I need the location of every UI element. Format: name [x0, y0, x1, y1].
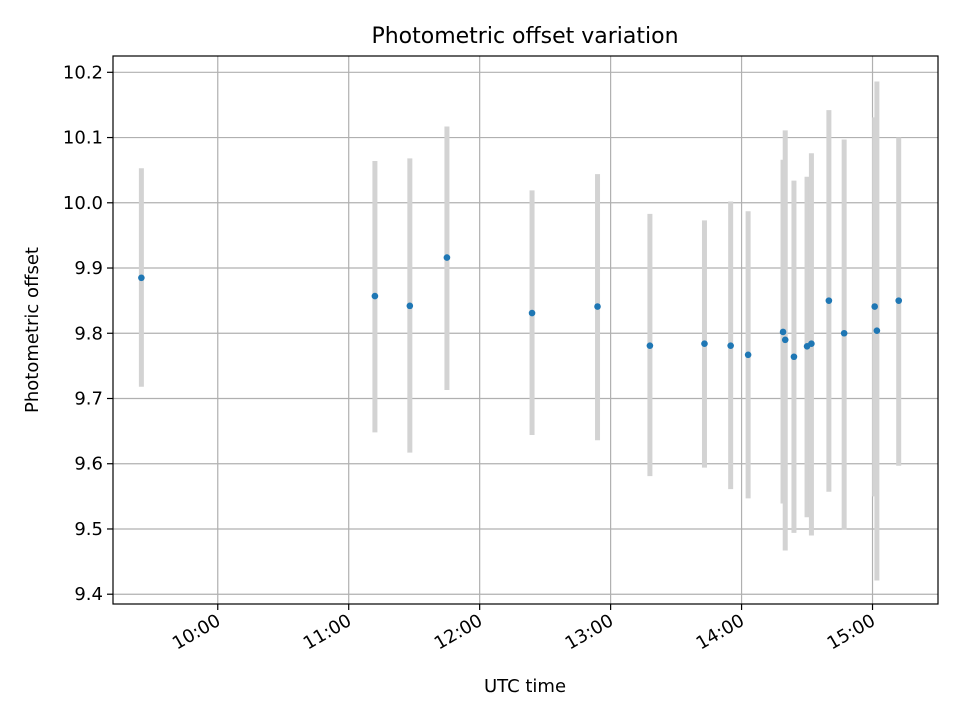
y-tick-label: 9.4 — [74, 584, 103, 605]
y-tick-labels: 9.4 9.5 9.6 9.7 9.8 9.9 10.0 10.1 10.2 — [63, 62, 103, 605]
data-point — [727, 342, 734, 349]
data-point — [808, 340, 815, 348]
data-point — [528, 309, 536, 317]
y-tick-label: 9.5 — [74, 519, 103, 540]
y-tick-label: 9.7 — [74, 389, 103, 410]
chart-title: Photometric offset variation — [371, 24, 678, 49]
data-point — [779, 328, 787, 336]
data-point — [594, 303, 601, 310]
data-point — [406, 302, 414, 310]
x-axis-label: UTC time — [484, 676, 566, 697]
data-point — [790, 353, 798, 361]
data-point — [701, 340, 708, 348]
data-point — [871, 303, 879, 310]
data-point — [825, 297, 833, 304]
data-point — [646, 342, 654, 349]
y-tick-label: 9.8 — [74, 323, 103, 344]
data-point — [138, 274, 145, 282]
data-point — [781, 336, 789, 344]
y-tick-label: 9.6 — [74, 454, 103, 475]
data-point — [873, 327, 881, 334]
tick-layer — [107, 71, 874, 610]
y-tick-label: 10.1 — [63, 128, 103, 149]
data-point — [840, 329, 848, 337]
point-layer — [138, 254, 903, 361]
y-axis-label: Photometric offset — [22, 247, 43, 413]
data-point — [895, 297, 903, 304]
data-point — [443, 254, 451, 261]
plot-frame — [112, 55, 939, 605]
data-point — [371, 292, 379, 300]
y-tick-label: 10.2 — [63, 62, 103, 83]
y-tick-label: 10.0 — [63, 193, 103, 214]
data-point — [744, 351, 752, 359]
grid-layer — [113, 56, 938, 604]
y-tick-label: 9.9 — [74, 258, 103, 279]
